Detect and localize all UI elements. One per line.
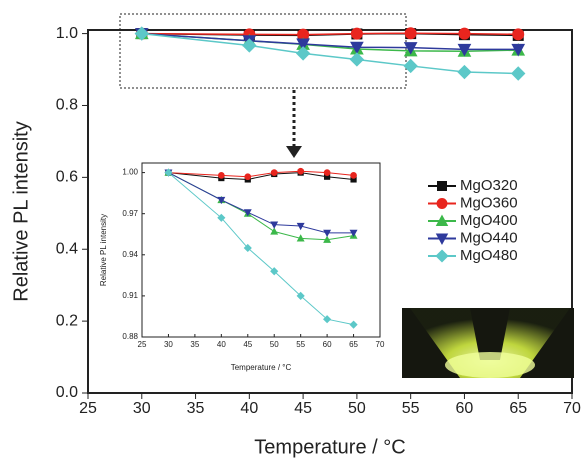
y-tick-label: 0.6 [56,169,78,186]
x-tick-label: 65 [349,340,358,349]
y-tick-label: 0.2 [56,312,78,329]
legend-label: MgO360 [460,194,518,211]
y-tick-label: 0.97 [122,209,138,218]
marker [513,29,524,40]
x-tick-label: 45 [294,400,312,417]
x-tick-label: 45 [243,340,252,349]
y-tick-label: 0.8 [56,97,78,114]
y-tick-label: 1.00 [122,168,138,177]
x-tick-label: 30 [133,400,151,417]
inset-background [96,158,388,386]
x-tick-label: 55 [296,340,305,349]
x-tick-label: 70 [376,340,385,349]
x-tick-label: 65 [509,400,527,417]
x-tick-label: 50 [348,400,366,417]
marker [245,174,251,180]
photo [402,308,574,378]
y-tick-label: 1.0 [56,25,78,42]
marker [405,28,416,39]
y-tick-label: 0.88 [122,332,138,341]
x-axis-title: Temperature / °C [231,363,292,372]
y-axis-title: Relative PL intensity [10,121,32,301]
x-tick-label: 40 [240,400,258,417]
x-tick-label: 40 [217,340,226,349]
x-tick-label: 25 [79,400,97,417]
marker [459,28,470,39]
marker [324,170,330,176]
marker [437,199,447,209]
x-tick-label: 55 [402,400,420,417]
marker [351,28,362,39]
legend-label: MgO440 [460,229,518,246]
y-tick-label: 0.94 [122,250,138,259]
y-tick-label: 0.0 [56,384,78,401]
x-tick-label: 35 [187,400,205,417]
x-axis-title: Temperature / °C [254,436,405,458]
marker [271,170,277,176]
marker [218,172,224,178]
x-tick-label: 35 [190,340,199,349]
x-tick-label: 25 [138,340,147,349]
x-tick-label: 50 [270,340,279,349]
y-axis-title: Relative PL intensity [99,214,108,286]
legend-label: MgO400 [460,212,518,229]
marker [298,168,304,174]
y-tick-label: 0.4 [56,240,78,257]
figure: 25 30 35 40 45 50 55 60 65 70 0.0 0.2 0.4 0.6 0.8 1.0 Te… [0,0,588,459]
y-tick-label: 0.91 [122,291,138,300]
legend-label: MgO480 [460,247,518,264]
x-tick-label: 30 [164,340,173,349]
marker [438,182,447,191]
legend-label: MgO320 [460,177,518,194]
x-tick-label: 60 [456,400,474,417]
marker [351,172,357,178]
x-tick-label: 60 [323,340,332,349]
x-tick-label: 70 [563,400,581,417]
